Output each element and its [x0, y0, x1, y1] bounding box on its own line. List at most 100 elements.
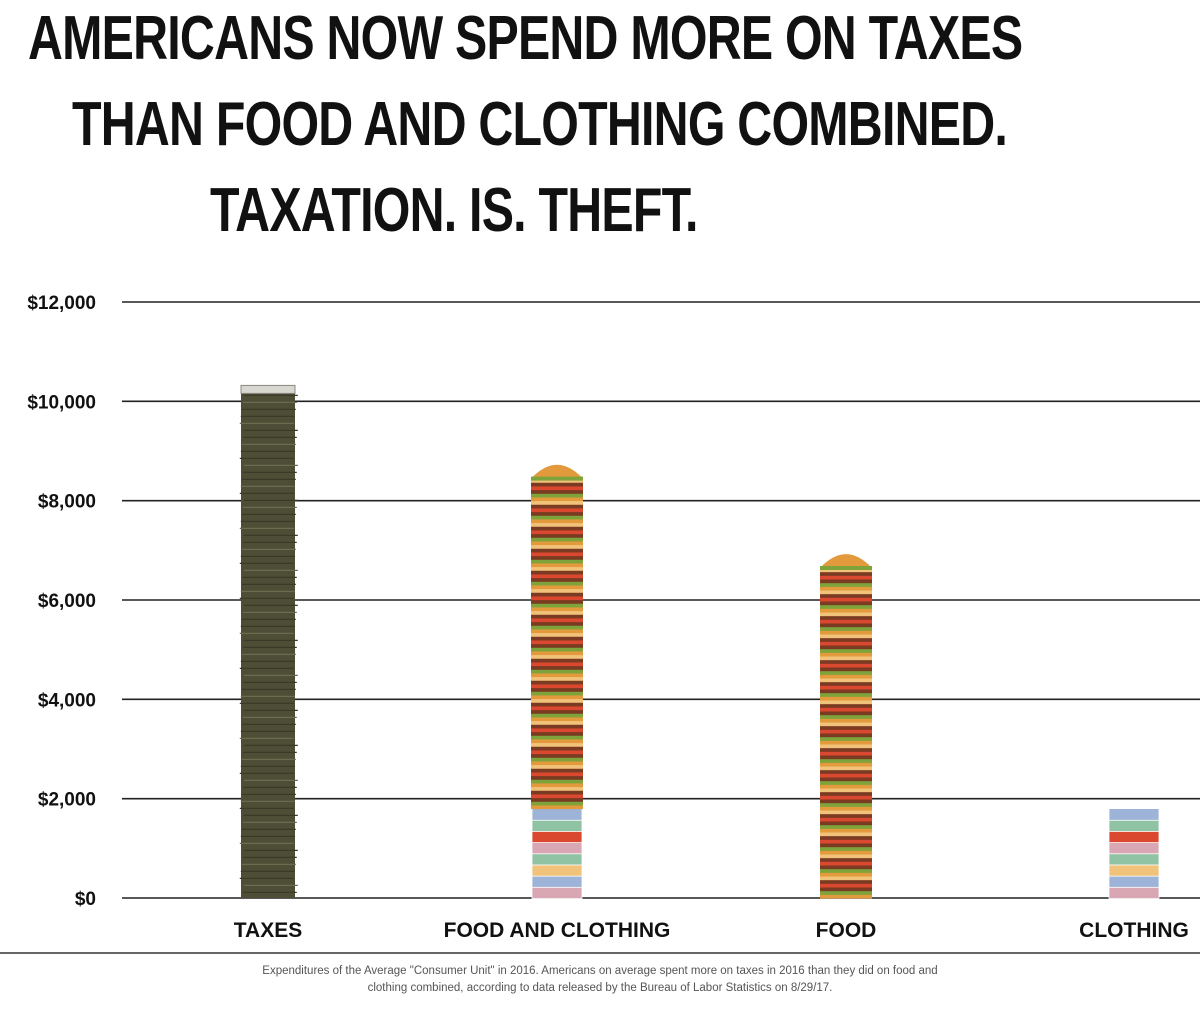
- money-stack-top: [240, 384, 296, 394]
- burger-layer: [531, 555, 583, 560]
- burger-layer: [820, 865, 872, 870]
- burger-layer: [531, 515, 583, 520]
- burger-layer: [531, 658, 583, 663]
- burger-layer: [531, 500, 583, 505]
- burger-layer: [820, 736, 872, 741]
- burger-layer: [531, 639, 583, 645]
- burger-layer: [820, 758, 872, 763]
- clothing-layer: [1108, 830, 1160, 844]
- burger-layer: [820, 835, 872, 840]
- burger-layer: [820, 685, 872, 690]
- burger-layer: [531, 680, 583, 685]
- burger-layer: [531, 537, 583, 542]
- burger-layer: [820, 788, 872, 793]
- burger-layer: [531, 573, 583, 579]
- burger-layer: [820, 645, 872, 650]
- burger-layer: [820, 630, 872, 635]
- clothing-layer: [1108, 886, 1160, 899]
- burger-layer: [531, 742, 583, 747]
- burger-layer: [531, 698, 583, 703]
- clothing-layer: [1108, 841, 1160, 855]
- clothing-layer: [1108, 864, 1160, 877]
- burger-layer: [531, 570, 583, 575]
- burger-layer: [820, 755, 872, 760]
- clothing-layer: [531, 819, 583, 832]
- burger-layer: [820, 777, 872, 782]
- burger-layer: [531, 804, 583, 810]
- burger-layer: [820, 740, 872, 745]
- burger-layer: [820, 608, 872, 613]
- burger-layer: [531, 551, 583, 557]
- burger-layer: [820, 714, 872, 719]
- burger-layer: [820, 821, 872, 826]
- burger-layer: [531, 771, 583, 777]
- burger-layer: [820, 872, 872, 877]
- burger-layer: [820, 813, 872, 818]
- burger-layer: [531, 544, 583, 549]
- clothing-layer: [1108, 852, 1160, 866]
- burger-layer: [531, 632, 583, 637]
- clothing-layer: [531, 852, 583, 866]
- burger-top-lettuce: [820, 566, 872, 570]
- burger-layer: [531, 738, 583, 744]
- burger-layer: [531, 757, 583, 762]
- y-tick-label: $10,000: [27, 392, 96, 413]
- burger-layer: [820, 843, 872, 848]
- burger-layer: [531, 526, 583, 531]
- burger-top-bun: [531, 464, 583, 479]
- burger-layer: [820, 626, 872, 631]
- bar-clothing: [1108, 808, 1160, 899]
- y-tick-label: $2,000: [38, 790, 96, 811]
- x-category-label: FOOD AND CLOTHING: [444, 919, 671, 942]
- burger-layer: [531, 647, 583, 652]
- burger-layer: [531, 496, 583, 502]
- burger-layer: [820, 579, 872, 584]
- x-category-label: CLOTHING: [1079, 919, 1189, 942]
- burger-layer: [820, 619, 872, 624]
- burger-layer: [531, 716, 583, 722]
- burger-layer: [820, 876, 872, 881]
- burger-layer: [531, 691, 583, 696]
- y-tick-label: $4,000: [38, 690, 96, 711]
- bar-food-and-clothing: [531, 464, 583, 899]
- burger-layer: [531, 650, 583, 656]
- burger-layer: [531, 482, 583, 487]
- x-category-label: TAXES: [234, 919, 302, 942]
- y-tick-labels: $0 $2,000 $4,000 $6,000 $8,000 $10,000 $12,000: [27, 293, 96, 910]
- burger-layer: [820, 802, 872, 807]
- burger-layer: [820, 846, 872, 851]
- burger-layer: [820, 582, 872, 587]
- burger-layer: [820, 780, 872, 785]
- burger-layer: [531, 643, 583, 648]
- burger-layer: [531, 775, 583, 780]
- gridlines: [122, 301, 1200, 899]
- burger-layer: [531, 493, 583, 498]
- burger-layer: [820, 689, 872, 694]
- burger-layer: [820, 762, 872, 767]
- burger-layer: [531, 724, 583, 729]
- burger-layer: [820, 663, 872, 668]
- burger-top-bun: [820, 554, 872, 568]
- burger-layer: [531, 654, 583, 659]
- bars: [239, 384, 1160, 899]
- clothing-layer: [1108, 808, 1160, 821]
- footnote: Expenditures of the Average "Consumer Un…: [0, 963, 1200, 997]
- x-category-labels: TAXES FOOD AND CLOTHING FOOD CLOTHING: [234, 919, 1189, 942]
- burger-layer: [820, 652, 872, 657]
- clothing-layer: [1108, 875, 1160, 888]
- burger-layer: [820, 854, 872, 859]
- burger-layer: [531, 779, 583, 784]
- burger-layer: [820, 879, 872, 884]
- burger-layer: [531, 533, 583, 538]
- burger-layer: [820, 678, 872, 683]
- burger-layer: [531, 705, 583, 711]
- burger-layer: [531, 599, 583, 604]
- burger-layer: [820, 850, 872, 855]
- burger-layer: [820, 568, 872, 573]
- clothing-layer: [531, 808, 583, 821]
- burger-layer: [820, 868, 872, 873]
- burger-layer: [531, 749, 583, 755]
- clothing-layer: [531, 841, 583, 855]
- burger-layer: [531, 727, 583, 733]
